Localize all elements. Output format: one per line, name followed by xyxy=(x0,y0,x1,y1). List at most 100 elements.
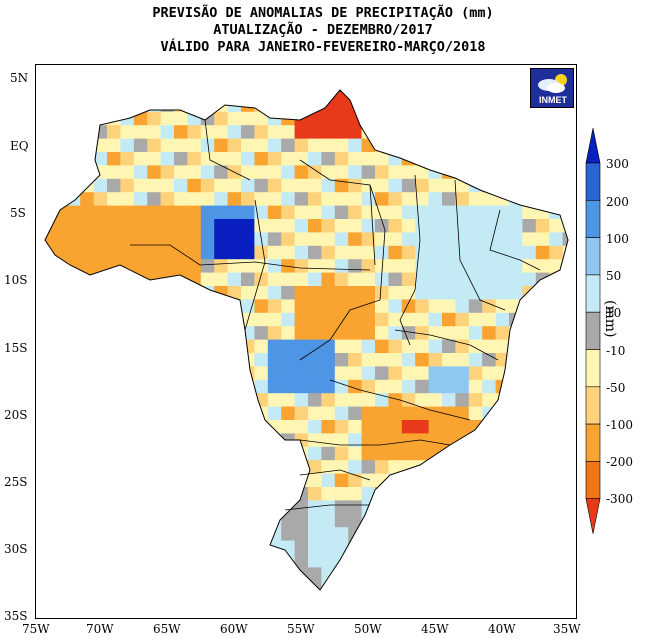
grid-cell xyxy=(334,245,349,260)
grid-cell xyxy=(120,245,135,260)
grid-cell xyxy=(227,111,242,126)
grid-cell xyxy=(361,326,376,341)
grid-cell xyxy=(334,111,349,126)
grid-cell xyxy=(415,312,430,327)
grid-cell xyxy=(174,165,188,180)
grid-cell xyxy=(348,245,363,260)
grid-cell xyxy=(200,232,215,247)
grid-cell xyxy=(308,500,322,515)
grid-cell xyxy=(401,339,416,354)
grid-cell xyxy=(53,219,68,233)
grid-cell xyxy=(361,366,376,381)
lat-label-15s: 15S xyxy=(4,341,28,355)
grid-cell xyxy=(455,326,470,341)
grid-cell xyxy=(200,152,215,166)
grid-cell xyxy=(361,406,376,421)
grid-cell xyxy=(535,245,550,260)
grid-cell xyxy=(455,272,470,287)
grid-cell xyxy=(388,272,403,287)
lon-label-50w: 50W xyxy=(354,622,382,636)
grid-cell xyxy=(334,125,349,140)
grid-cell xyxy=(348,433,363,448)
grid-cell xyxy=(401,245,416,260)
grid-cell xyxy=(442,339,456,354)
grid-cell xyxy=(200,178,215,193)
grid-cell xyxy=(281,339,296,354)
grid-cell xyxy=(294,178,309,193)
grid-cell xyxy=(187,152,202,166)
grid-cell xyxy=(401,178,416,193)
grid-cell xyxy=(308,379,322,394)
lon-label-60w: 60W xyxy=(220,622,248,636)
grid-cell xyxy=(468,272,483,287)
grid-cell xyxy=(308,152,322,166)
grid-cell xyxy=(281,125,296,140)
grid-cell xyxy=(187,259,202,274)
grid-cell xyxy=(281,219,296,233)
grid-cell xyxy=(455,420,470,434)
grid-cell xyxy=(187,192,202,207)
grid-cell xyxy=(348,272,363,287)
grid-cell xyxy=(241,299,255,314)
grid-cell xyxy=(308,312,322,327)
grid-cell xyxy=(388,339,403,354)
grid-cell xyxy=(107,125,121,140)
grid-cell xyxy=(361,446,376,461)
grid-cell xyxy=(200,138,215,153)
lat-label-eq: EQ xyxy=(10,139,29,153)
grid-cell xyxy=(133,165,148,180)
grid-cell xyxy=(321,487,336,501)
grid-cell xyxy=(375,446,389,461)
grid-cell xyxy=(187,178,202,193)
grid-cell xyxy=(267,406,282,421)
grid-cell xyxy=(66,205,81,220)
grid-cell xyxy=(281,165,296,180)
grid-cell xyxy=(321,219,336,233)
grid-cell xyxy=(294,152,309,166)
grid-cell xyxy=(133,259,148,274)
grid-cell xyxy=(133,125,148,140)
grid-cell xyxy=(174,152,188,166)
grid-cell xyxy=(415,165,430,180)
title-line-3: VÁLIDO PARA JANEIRO-FEVEREIRO-MARÇO/2018 xyxy=(160,39,486,55)
grid-cell xyxy=(388,366,403,381)
grid-cell xyxy=(375,192,389,207)
colorbar-segment xyxy=(585,386,601,425)
grid-cell xyxy=(334,138,349,153)
grid-cell xyxy=(442,353,456,367)
grid-cell xyxy=(107,192,121,207)
grid-cell xyxy=(388,232,403,247)
grid-cell xyxy=(107,165,121,180)
grid-cell xyxy=(415,259,430,274)
grid-cell xyxy=(294,326,309,341)
grid-cell xyxy=(321,272,336,287)
grid-cell xyxy=(348,125,363,140)
grid-cell xyxy=(147,245,162,260)
grid-cell xyxy=(388,299,403,314)
grid-cell xyxy=(334,219,349,233)
grid-cell xyxy=(120,165,135,180)
grid-cell xyxy=(334,98,349,113)
grid-cell xyxy=(93,152,108,166)
grid-cell xyxy=(241,272,255,287)
grid-cell xyxy=(442,326,456,341)
grid-cell xyxy=(214,205,229,220)
grid-cell xyxy=(348,366,363,381)
grid-cell xyxy=(482,312,497,327)
grid-cell xyxy=(428,178,443,193)
lat-label-35s: 35S xyxy=(4,609,28,623)
grid-cell xyxy=(227,192,242,207)
grid-cell xyxy=(482,232,497,247)
grid-cell xyxy=(522,219,537,233)
grid-cell xyxy=(174,259,188,274)
grid-cell xyxy=(308,272,322,287)
grid-cell xyxy=(509,259,523,274)
grid-cell xyxy=(120,152,135,166)
grid-cell xyxy=(348,165,363,180)
grid-cell xyxy=(308,554,322,568)
grid-cell xyxy=(308,125,322,140)
grid-cell xyxy=(294,393,309,408)
lon-label-45w: 45W xyxy=(421,622,449,636)
grid-cell xyxy=(267,393,282,408)
grid-cell xyxy=(321,420,336,434)
